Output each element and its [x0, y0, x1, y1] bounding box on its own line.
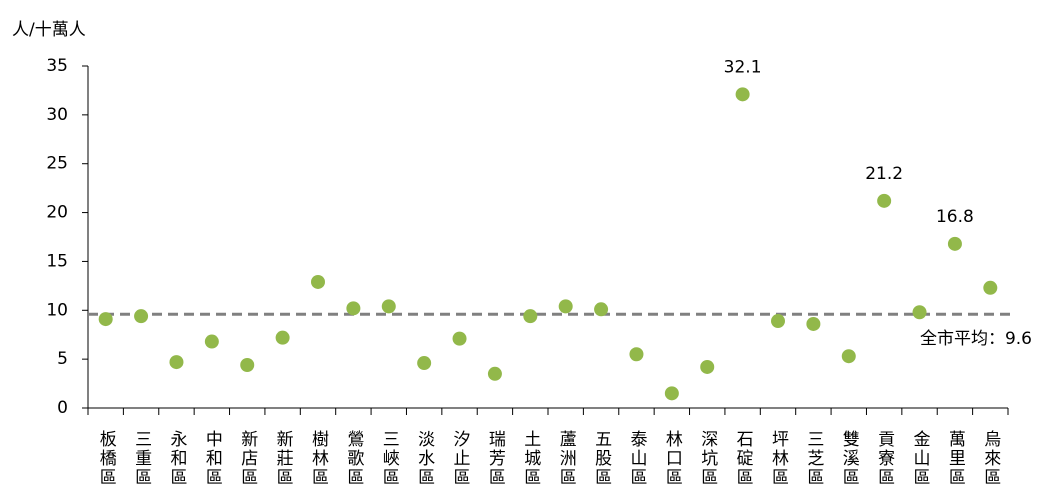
y-tick-label: 35	[46, 56, 68, 76]
dot	[912, 305, 927, 320]
y-tick-label: 30	[46, 105, 68, 125]
x-tick-label: 淡水區	[414, 430, 435, 487]
dot	[877, 193, 892, 208]
x-tick-label: 永和區	[166, 430, 187, 487]
x-tick-label: 深坑區	[697, 430, 718, 487]
data-label: 16.8	[936, 207, 974, 227]
x-tick-label: 土城區	[520, 430, 541, 487]
dot	[452, 331, 467, 346]
dot	[169, 355, 184, 370]
x-tick-label: 雙溪區	[839, 430, 860, 487]
x-tick-label: 烏來區	[980, 430, 1001, 487]
x-tick-label: 蘆洲區	[556, 430, 577, 487]
dot	[771, 314, 785, 329]
dot	[417, 356, 432, 371]
x-tick-label: 五股區	[591, 430, 612, 487]
x-tick-label: 新莊區	[273, 430, 294, 487]
x-tick-label: 貢寮區	[874, 430, 895, 487]
y-tick-label: 10	[46, 300, 68, 320]
x-tick-label: 三芝區	[803, 430, 824, 487]
dot	[629, 347, 644, 362]
y-tick-label: 20	[46, 203, 68, 223]
x-tick-label: 新店區	[237, 430, 258, 487]
dot	[346, 301, 361, 316]
y-tick-label: 25	[46, 154, 68, 174]
x-tick-label: 萬里區	[945, 430, 966, 487]
reference-label: 全市平均：9.6	[920, 329, 1032, 349]
dot	[98, 312, 113, 327]
dot	[983, 280, 998, 295]
dot	[240, 358, 255, 373]
dot	[204, 334, 219, 349]
y-tick-label: 5	[57, 349, 68, 369]
x-tick-label: 板橋區	[96, 430, 117, 487]
y-tick-label: 15	[46, 251, 68, 271]
x-tick-label: 金山區	[910, 430, 931, 487]
dot	[700, 359, 715, 374]
x-tick-label: 坪林區	[768, 430, 789, 487]
dot	[558, 299, 573, 314]
x-tick-label: 鶯歌區	[343, 430, 364, 487]
dot	[594, 302, 609, 317]
x-tick-label: 瑞芳區	[485, 430, 506, 487]
dot	[947, 236, 962, 251]
x-tick-label: 三重區	[131, 430, 152, 487]
x-tick-label: 樹林區	[308, 430, 329, 487]
x-tick-label: 石碇區	[733, 430, 754, 487]
dot	[134, 309, 149, 324]
dot	[664, 386, 679, 401]
dot	[841, 349, 856, 364]
x-tick-label: 中和區	[202, 430, 223, 487]
data-label: 21.2	[865, 164, 903, 184]
dot	[523, 309, 538, 324]
dot	[735, 87, 750, 102]
dot	[311, 274, 325, 289]
x-tick-label: 林口區	[662, 430, 683, 487]
data-label: 32.1	[724, 57, 762, 77]
y-axis-label: 人/十萬人	[12, 20, 86, 40]
x-tick-label: 泰山區	[626, 430, 647, 487]
dot	[487, 366, 502, 381]
dot	[381, 299, 396, 314]
x-tick-label: 三峽區	[379, 430, 399, 487]
dot	[806, 316, 821, 331]
dot	[275, 330, 290, 345]
y-tick-label: 0	[57, 398, 68, 418]
x-tick-label: 汐止區	[450, 430, 471, 487]
